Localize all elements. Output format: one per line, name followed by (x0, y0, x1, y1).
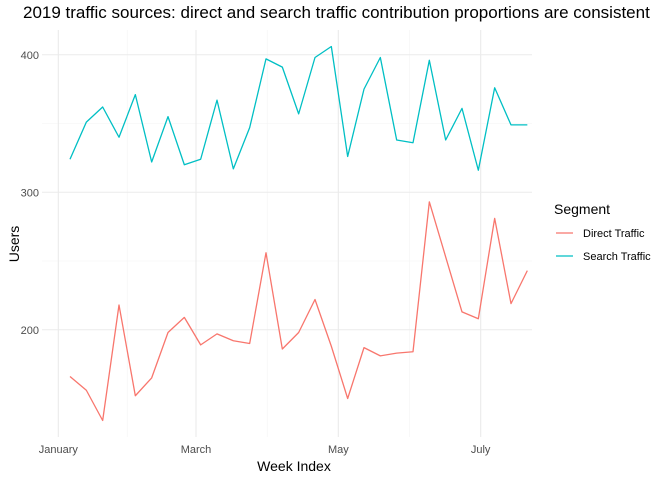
x-tick-label: July (471, 444, 491, 456)
legend: Segment Direct Traffic Search Traffic (554, 201, 651, 263)
x-axis-title: Week Index (257, 458, 331, 474)
series-line-direct-traffic (69, 201, 528, 422)
x-tick-label: May (328, 444, 349, 456)
y-tick-label: 200 (21, 325, 39, 337)
x-tick-label: March (181, 444, 212, 456)
y-tick-label: 400 (21, 50, 39, 62)
y-axis-ticks: 200 300 400 (21, 50, 39, 337)
y-axis-title: Users (6, 226, 22, 263)
legend-label-search-traffic: Search Traffic (583, 251, 651, 263)
legend-title: Segment (554, 201, 610, 217)
chart-title: 2019 traffic sources: direct and search … (23, 3, 650, 22)
x-tick-label: January (39, 444, 79, 456)
y-tick-label: 300 (21, 187, 39, 199)
series-line-search-traffic (69, 45, 528, 171)
series-lines (69, 45, 528, 422)
legend-label-direct-traffic: Direct Traffic (583, 228, 645, 240)
x-axis-ticks: January March May July (39, 444, 491, 456)
